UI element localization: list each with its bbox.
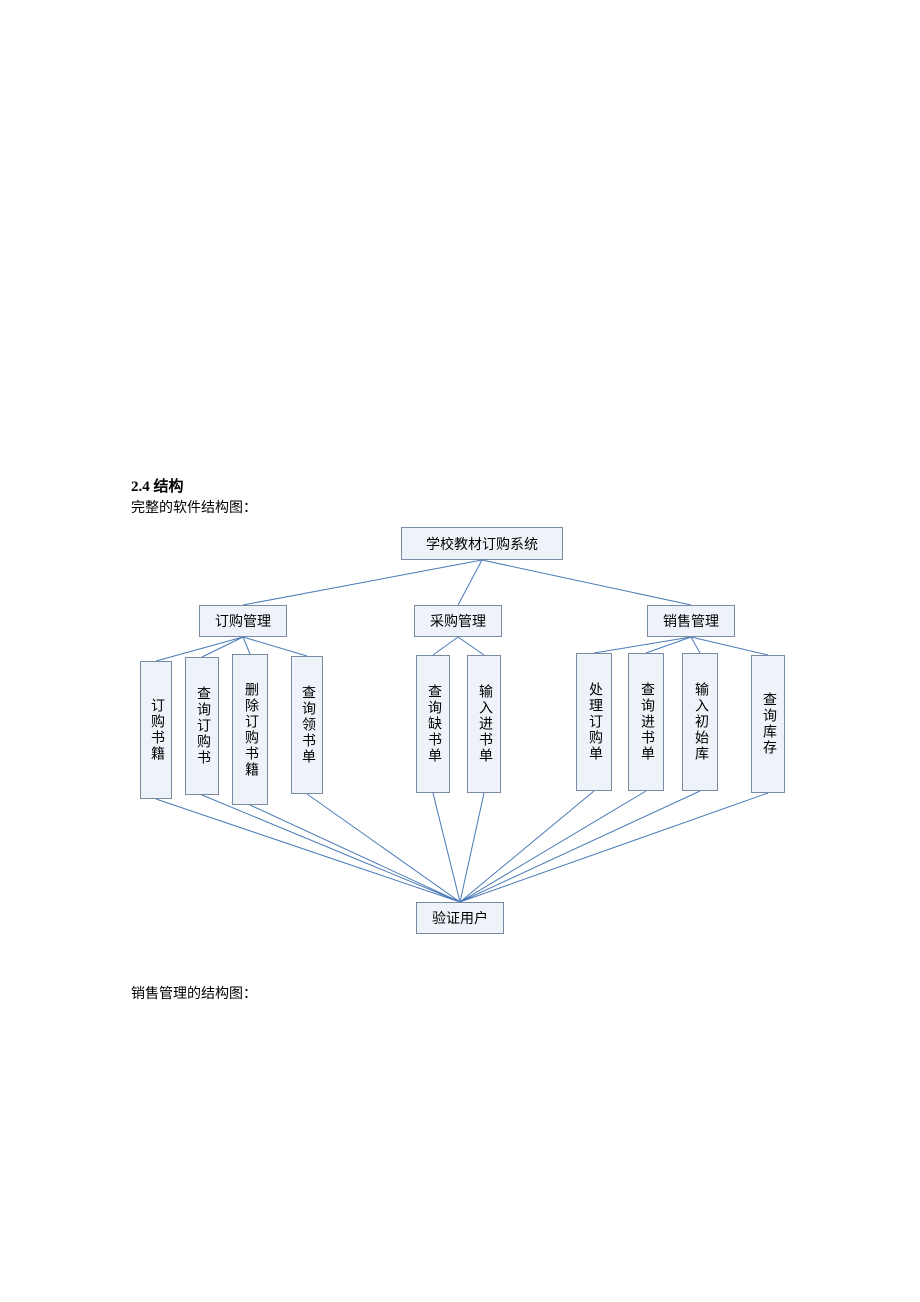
tree-leaf-sales-l3: 输入初始库 xyxy=(682,653,718,791)
tree-leaf-order-l1: 订购书籍 xyxy=(140,661,172,799)
section-heading: 2.4 结构 xyxy=(131,475,184,496)
tree-leaf-sales-l4: 查询库存 xyxy=(751,655,785,793)
tree-leaf-sales-l2: 查询进书单 xyxy=(628,653,664,791)
tree-leaf-order-l3: 删除订购书籍 xyxy=(232,654,268,805)
tree-node-purchase-mgmt: 采购管理 xyxy=(414,605,502,637)
tree-edges xyxy=(0,0,920,1302)
tree-root-node: 学校教材订购系统 xyxy=(401,527,563,560)
tree-leaf-purchase-l2: 输入进书单 xyxy=(467,655,501,793)
tree-node-verify-user: 验证用户 xyxy=(416,902,504,934)
tree-leaf-purchase-l1: 查询缺书单 xyxy=(416,655,450,793)
tree-leaf-order-l2: 查询订购书 xyxy=(185,657,219,795)
subtitle-text: 完整的软件结构图： xyxy=(131,497,257,517)
tree-node-sales-mgmt: 销售管理 xyxy=(647,605,735,637)
footer-text: 销售管理的结构图： xyxy=(131,983,257,1003)
tree-node-order-mgmt: 订购管理 xyxy=(199,605,287,637)
tree-leaf-order-l4: 查询领书单 xyxy=(291,656,323,794)
tree-leaf-sales-l1: 处理订购单 xyxy=(576,653,612,791)
